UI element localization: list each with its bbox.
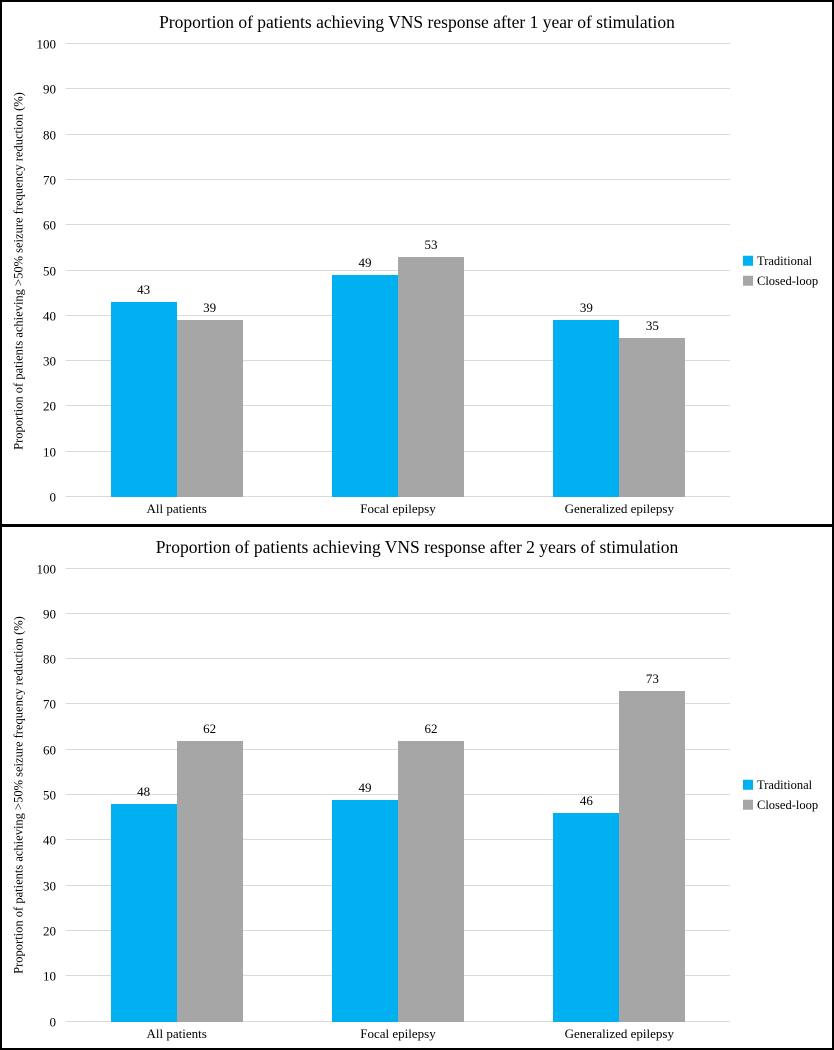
y-axis-tick-label: 50 [43, 787, 56, 803]
bar-value-label: 43 [137, 282, 151, 298]
chart-panel-year1: Proportion of patients achieving VNS res… [2, 2, 832, 524]
bar-value-label: 53 [424, 236, 438, 252]
gridline [66, 703, 730, 705]
bar-traditional: 49 [331, 781, 398, 1022]
legend-swatch-traditional-icon [743, 255, 753, 266]
bar-value-label: 46 [579, 793, 593, 809]
y-axis-tick-label: 70 [43, 172, 56, 188]
legend-swatch-closed-loop-icon [743, 275, 753, 286]
bar-closed-loop: 73 [619, 672, 686, 1022]
plot-area: 0 10 20 30 40 50 60 70 80 90 100 43 39 49 53 39 35 [37, 38, 730, 504]
category-group: 46 73 [509, 569, 730, 1022]
bar-traditional: 49 [331, 256, 398, 497]
bar-value-label: 48 [137, 784, 151, 800]
bar-value-label: 35 [645, 318, 659, 334]
gridline [66, 178, 730, 180]
bar-value-label: 49 [358, 255, 372, 271]
gridline [66, 88, 730, 90]
legend-item-traditional: Traditional [743, 777, 818, 793]
gridline [66, 133, 730, 135]
x-axis-labels: All patients Focal epilepsy Generalized ep… [66, 497, 730, 517]
y-axis-tick-label: 40 [43, 308, 56, 324]
bar-groups: 43 39 49 53 39 35 [66, 44, 730, 497]
bar-groups: 48 62 49 62 46 73 [66, 569, 730, 1022]
legend-swatch-traditional-icon [743, 779, 753, 790]
bar-value-label: 73 [645, 670, 659, 686]
bar-value-label: 49 [358, 779, 372, 795]
y-axis-tick-label: 30 [43, 353, 56, 369]
y-axis-tick-label: 20 [43, 923, 56, 939]
legend: Traditional Closed-loop [743, 773, 818, 818]
bar-traditional: 39 [553, 301, 620, 497]
category-group: 49 62 [287, 569, 508, 1022]
gridline [66, 224, 730, 226]
legend-item-closed-loop: Closed-loop [743, 273, 818, 289]
bar-closed-loop: 62 [397, 722, 464, 1022]
bar-value-label: 39 [203, 300, 217, 316]
y-axis-tick-label: 0 [49, 1014, 57, 1029]
legend-label-closed-loop: Closed-loop [757, 798, 819, 812]
category-group: 48 62 [66, 569, 287, 1022]
legend-swatch-closed-loop-icon [743, 800, 753, 811]
category-group: 49 53 [287, 44, 508, 497]
chart-area: Proportion of patients achieving >50% se… [2, 562, 832, 1028]
x-axis-labels: All patients Focal epilepsy Generalized ep… [66, 1022, 730, 1042]
legend-item-closed-loop: Closed-loop [743, 797, 818, 813]
y-axis-tick-label: 80 [43, 651, 56, 667]
gridline [66, 567, 730, 569]
plot-area: 0 10 20 30 40 50 60 70 80 90 100 48 62 49 62 46 73 [37, 562, 730, 1028]
x-axis-category-label: Focal epilepsy [360, 501, 436, 516]
bar-value-label: 62 [424, 720, 438, 736]
bar-closed-loop: 35 [619, 319, 686, 497]
bar-value-label: 62 [203, 720, 217, 736]
bar-closed-loop: 62 [176, 722, 243, 1022]
y-axis-tick-label: 60 [43, 742, 56, 758]
bar-closed-loop: 39 [176, 301, 243, 497]
legend-label-traditional: Traditional [757, 777, 813, 792]
bar-traditional: 43 [110, 283, 177, 497]
chart-title: Proportion of patients achieving VNS res… [159, 12, 675, 32]
y-axis-tick-label: 100 [36, 561, 57, 576]
y-axis-tick-label: 80 [43, 127, 56, 143]
y-axis-tick-label: 20 [43, 398, 56, 414]
y-axis-tick-label: 0 [49, 489, 57, 505]
y-axis-tick-label: 40 [43, 832, 56, 848]
y-axis-tick-label: 100 [36, 36, 57, 52]
category-group: 43 39 [66, 44, 287, 497]
chart-panel-year2: Proportion of patients achieving VNS res… [2, 523, 832, 1048]
bar-closed-loop: 53 [397, 238, 464, 497]
chart-area: Proportion of patients achieving >50% se… [2, 38, 832, 504]
x-axis-category-label: All patients [146, 501, 207, 516]
gridline [66, 658, 730, 660]
y-axis-tick-label: 60 [43, 217, 56, 233]
x-axis-category-label: Generalized epilepsy [564, 501, 674, 516]
chart-title: Proportion of patients achieving VNS res… [155, 536, 679, 557]
x-axis-category-label: Focal epilepsy [360, 1025, 436, 1041]
bar-value-label: 39 [579, 300, 593, 316]
y-axis-tick-label: 30 [43, 878, 56, 894]
y-axis-tick-label: 50 [43, 263, 56, 278]
legend-item-traditional: Traditional [743, 252, 818, 268]
bar-traditional: 48 [110, 785, 177, 1022]
legend-label-closed-loop: Closed-loop [757, 273, 819, 288]
y-axis-tick-label: 10 [43, 444, 56, 460]
gridline [66, 43, 730, 44]
legend: Traditional Closed-loop [743, 248, 818, 293]
y-axis-tick-label: 90 [43, 81, 56, 97]
category-group: 39 35 [509, 44, 730, 497]
gridline [66, 612, 730, 614]
x-axis-category-label: Generalized epilepsy [564, 1025, 674, 1041]
y-axis-tick-label: 90 [43, 606, 56, 622]
bar-traditional: 46 [553, 794, 620, 1022]
x-axis-category-label: All patients [146, 1025, 207, 1041]
y-axis-tick-label: 70 [43, 696, 56, 712]
y-axis-tick-label: 10 [43, 968, 56, 984]
legend-label-traditional: Traditional [757, 253, 813, 268]
